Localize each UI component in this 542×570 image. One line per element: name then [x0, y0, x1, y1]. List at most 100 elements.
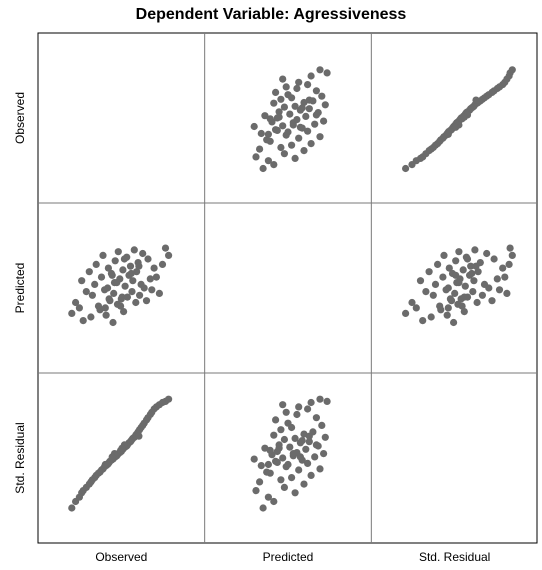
- data-point: [499, 264, 507, 272]
- data-point: [419, 317, 427, 325]
- data-point: [321, 101, 329, 109]
- data-point: [444, 304, 452, 312]
- data-point: [136, 291, 144, 299]
- data-point: [128, 288, 136, 296]
- data-point: [295, 134, 303, 142]
- data-point: [468, 269, 476, 278]
- data-point: [116, 275, 124, 283]
- data-point: [119, 266, 127, 274]
- data-point: [88, 291, 96, 299]
- data-point: [280, 483, 288, 491]
- data-point: [165, 251, 173, 259]
- data-point: [270, 161, 278, 169]
- data-point: [505, 260, 513, 268]
- data-point: [318, 92, 326, 100]
- data-point: [311, 120, 319, 128]
- y-label-std-residual: Std. Residual: [13, 422, 27, 493]
- data-point: [468, 104, 476, 112]
- data-point: [445, 264, 453, 272]
- data-point: [304, 405, 312, 413]
- data-point: [286, 443, 294, 451]
- data-point: [118, 444, 126, 452]
- data-point: [110, 289, 118, 297]
- data-point: [264, 493, 272, 501]
- data-point: [261, 112, 269, 120]
- data-point: [307, 471, 315, 479]
- data-point: [291, 434, 299, 442]
- data-point: [412, 304, 420, 312]
- data-point: [150, 264, 158, 272]
- data-point: [282, 83, 290, 91]
- data-point: [286, 110, 294, 118]
- data-point: [495, 286, 504, 294]
- cell-observed-vs-std-residual: [402, 66, 516, 173]
- data-point: [252, 487, 260, 495]
- axis-labels: Observed Predicted Std. Residual Observed Pr…: [13, 92, 490, 564]
- data-point: [277, 426, 285, 434]
- data-point: [422, 288, 430, 296]
- data-point: [452, 123, 460, 131]
- data-point: [135, 262, 143, 270]
- data-point: [289, 121, 297, 129]
- data-point: [256, 478, 264, 486]
- data-point: [455, 279, 463, 287]
- data-point: [270, 497, 278, 506]
- data-point: [312, 87, 320, 95]
- data-point: [135, 432, 143, 440]
- data-point: [284, 91, 292, 99]
- data-point: [431, 280, 440, 288]
- data-point: [288, 474, 296, 482]
- data-point: [402, 164, 410, 173]
- data-point: [110, 279, 119, 287]
- y-label-observed: Observed: [13, 92, 27, 144]
- data-point: [455, 248, 463, 256]
- data-point: [304, 459, 312, 467]
- cell-std-residual-vs-predicted: [250, 395, 331, 512]
- data-point: [101, 304, 109, 312]
- matrix-cells: [37, 32, 538, 544]
- data-point: [142, 297, 151, 305]
- data-point: [87, 313, 95, 321]
- data-point: [473, 298, 481, 307]
- data-point: [298, 104, 306, 112]
- cell-observed-vs-predicted: [250, 66, 331, 173]
- data-point: [117, 302, 125, 310]
- data-point: [105, 295, 113, 303]
- data-point: [471, 246, 479, 254]
- data-point: [108, 271, 116, 279]
- data-point: [318, 421, 326, 429]
- data-point: [298, 437, 306, 445]
- cell-std-residual-vs-observed: [68, 395, 173, 512]
- data-point: [144, 255, 152, 263]
- data-point: [408, 298, 416, 307]
- data-point: [277, 95, 285, 103]
- data-point: [458, 302, 466, 310]
- data-point: [259, 164, 267, 173]
- data-point: [75, 304, 83, 312]
- data-point: [120, 308, 128, 316]
- data-point: [501, 273, 509, 281]
- data-point: [280, 150, 288, 158]
- data-point: [316, 133, 324, 141]
- data-point: [250, 122, 258, 131]
- data-point: [280, 103, 288, 111]
- data-point: [459, 266, 467, 274]
- data-point: [307, 398, 315, 407]
- data-point: [302, 445, 310, 453]
- x-label-predicted: Predicted: [263, 550, 314, 564]
- data-point: [305, 432, 313, 440]
- data-point: [312, 441, 320, 449]
- data-point: [158, 260, 167, 268]
- data-point: [92, 260, 100, 268]
- data-point: [460, 113, 468, 121]
- data-point: [312, 414, 320, 422]
- data-point: [282, 408, 290, 416]
- data-point: [451, 289, 459, 297]
- data-point: [478, 291, 486, 299]
- data-point: [450, 318, 458, 327]
- data-point: [474, 268, 482, 276]
- data-point: [305, 96, 313, 104]
- data-point: [291, 154, 299, 162]
- data-point: [165, 395, 173, 403]
- data-point: [472, 96, 480, 104]
